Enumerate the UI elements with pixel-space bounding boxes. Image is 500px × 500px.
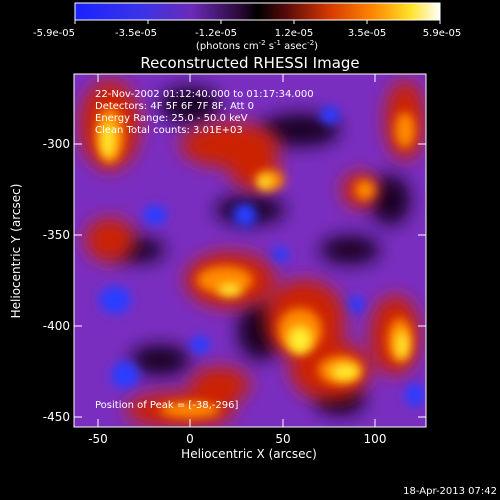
annotation-energy: Energy Range: 25.0 - 50.0 keV: [95, 113, 248, 124]
annotation-detectors: Detectors: 4F 5F 6F 7F 8F, Att 0: [95, 101, 254, 112]
plot-title: Reconstructed RHESSI Image: [140, 54, 359, 72]
annotation-clean: Clean Total counts: 3.01E+03: [95, 125, 243, 136]
x-tick-label: 50: [275, 432, 290, 446]
annotation-time: 22-Nov-2002 01:12:40.000 to 01:17:34.000: [95, 89, 314, 100]
x-axis-ticks: [97, 74, 376, 427]
x-tick-label: 0: [186, 432, 194, 446]
x-tick-labels: -50 0 50 100: [88, 432, 386, 446]
y-tick-labels: -300 -350 -400 -450: [43, 137, 70, 424]
colorbar-tick-label: 1.2e-05: [275, 28, 313, 39]
y-tick-label: -400: [43, 319, 70, 333]
colorbar-tick-label: -1.2e-05: [195, 28, 237, 39]
x-tick-label: 100: [364, 432, 387, 446]
y-axis-ticks: [74, 143, 426, 418]
colorbar: [74, 2, 441, 21]
colorbar-tick-label: 5.9e-05: [423, 28, 461, 39]
annotations: 22-Nov-2002 01:12:40.000 to 01:17:34.000…: [95, 89, 314, 411]
image-area: [74, 74, 426, 427]
colorbar-tick-label: -3.5e-05: [115, 28, 157, 39]
footer-timestamp: 18-Apr-2013 07:42: [403, 486, 497, 497]
colorbar-units: (photons cm-2 s-1 asec-2): [196, 39, 318, 52]
colorbar-tick-label: 3.5e-05: [348, 28, 386, 39]
colorbar-tick-labels: -5.9e-05 -3.5e-05 -1.2e-05 1.2e-05 3.5e-…: [33, 28, 461, 39]
y-axis-label: Heliocentric Y (arcsec): [9, 184, 23, 319]
colorbar-ticks: [74, 20, 441, 24]
x-axis-label: Heliocentric X (arcsec): [181, 447, 317, 461]
y-tick-label: -300: [43, 137, 70, 151]
plot-frame: [73, 73, 427, 428]
x-tick-label: -50: [88, 432, 108, 446]
colorbar-tick-label: -5.9e-05: [33, 28, 75, 39]
y-tick-label: -350: [43, 228, 70, 242]
annotation-peak: Position of Peak = [-38,-296]: [95, 400, 239, 411]
y-tick-label: -450: [43, 410, 70, 424]
